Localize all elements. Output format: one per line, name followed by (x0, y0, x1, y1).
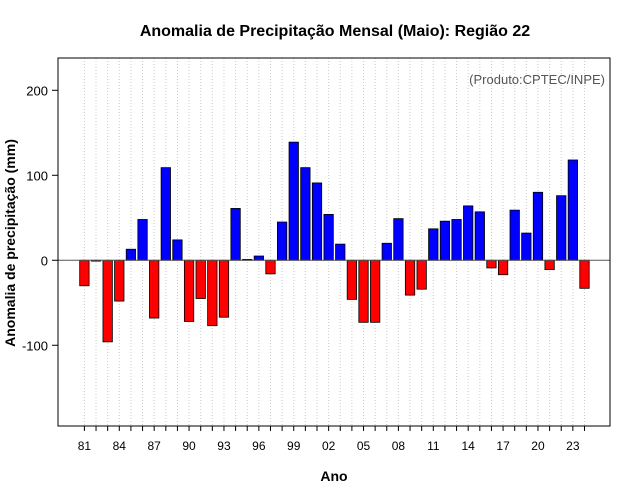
bar-1999 (288, 141, 299, 261)
bar-2018 (509, 209, 520, 261)
bar-2011 (428, 228, 439, 261)
bar-1989 (172, 239, 183, 261)
bar-2013 (451, 219, 462, 261)
y-tick-label: -100 (22, 338, 48, 353)
bar-2012 (439, 220, 451, 261)
x-tick-label: 17 (496, 439, 510, 453)
x-tick-label: 93 (217, 439, 231, 453)
y-tick-label: 200 (26, 83, 48, 98)
bar-1992 (207, 259, 218, 327)
bar-1984 (114, 259, 125, 302)
bar-1998 (277, 221, 288, 261)
x-tick-label: 84 (113, 439, 127, 453)
bar-2000 (300, 167, 311, 261)
bar-1986 (137, 219, 148, 261)
bar-1993 (218, 259, 230, 318)
bar-1985 (125, 248, 137, 261)
x-tick-label: 14 (462, 439, 476, 453)
bar-2017 (497, 259, 509, 276)
x-tick-label: 20 (531, 439, 545, 453)
bar-2007 (381, 242, 392, 261)
y-tick-label: 0 (41, 253, 48, 268)
bar-2020 (532, 191, 544, 261)
bar-2001 (311, 182, 323, 261)
bar-2008 (393, 218, 404, 261)
x-tick-label: 96 (252, 439, 266, 453)
bar-2006 (370, 259, 381, 323)
x-axis-title: Ano (320, 468, 347, 484)
bar-2023 (567, 159, 578, 261)
bar-2004 (346, 259, 357, 300)
bar-2005 (358, 259, 369, 323)
chart-title: Anomalia de Precipitação Mensal (Maio): … (140, 23, 530, 40)
bars-group (79, 141, 590, 343)
x-tick-label: 81 (78, 439, 92, 453)
bar-2021 (544, 259, 555, 271)
bar-1983 (102, 259, 113, 343)
x-tick-label: 23 (566, 439, 580, 453)
bar-2010 (416, 259, 427, 290)
x-tick-label: 05 (357, 439, 371, 453)
bar-2016 (486, 259, 497, 269)
bar-1990 (183, 259, 195, 322)
bar-2014 (463, 205, 474, 261)
y-axis: -100 0 100 200 (22, 83, 58, 353)
x-tick-label: 87 (148, 439, 162, 453)
x-tick-label: 99 (287, 439, 301, 453)
bar-1994 (230, 208, 241, 261)
x-tick-label: 02 (322, 439, 336, 453)
grid-lines (83, 58, 585, 426)
x-axis: 81 84 87 90 93 96 99 02 05 08 11 14 17 20 23 (78, 426, 585, 453)
credit-annotation: (Produto:CPTEC/INPE) (469, 72, 605, 87)
bar-1991 (195, 259, 206, 299)
x-tick-label: 90 (182, 439, 196, 453)
x-tick-label: 08 (392, 439, 406, 453)
bar-1987 (149, 259, 160, 319)
bar-2022 (556, 195, 567, 261)
x-tick-label: 11 (427, 439, 440, 453)
bar-1981 (79, 259, 90, 287)
plot-frame (57, 57, 611, 427)
bar-2003 (335, 243, 346, 261)
bar-1988 (160, 167, 171, 261)
bar-2024 (579, 259, 590, 289)
bar-2009 (404, 259, 416, 296)
bar-1996 (253, 255, 264, 261)
y-tick-label: 100 (26, 168, 48, 183)
bar-2015 (474, 211, 485, 261)
bar-2019 (521, 232, 532, 261)
bar-1997 (265, 259, 276, 275)
bar-2002 (323, 213, 334, 261)
y-axis-title: Anomalia de precipitação (mm) (2, 139, 18, 347)
